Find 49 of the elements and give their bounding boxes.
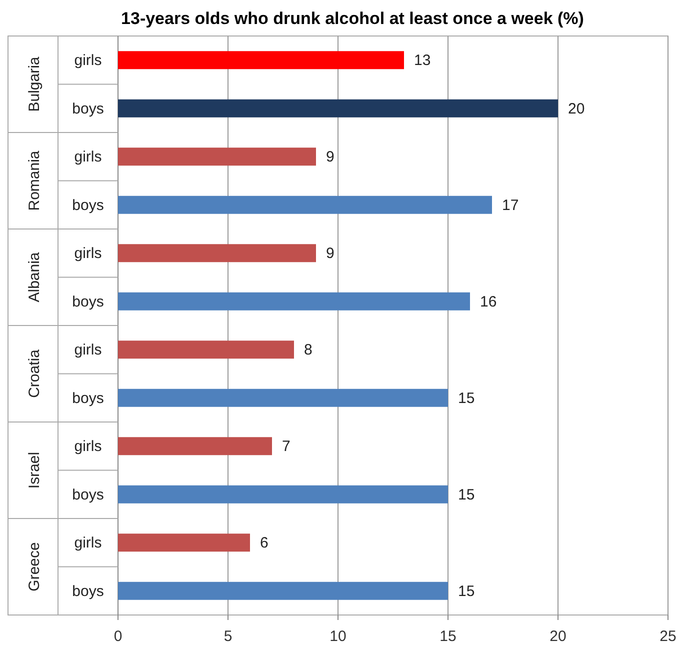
chart-title: 13-years olds who drunk alcohol at least once a week (%) xyxy=(121,9,584,28)
data-label: 15 xyxy=(458,390,475,407)
data-label: 9 xyxy=(326,245,334,262)
text: Croatia xyxy=(26,348,43,398)
bar xyxy=(118,99,558,118)
data-label: 15 xyxy=(458,582,475,600)
y-tick-label: girls xyxy=(74,438,102,456)
y-tick-label: boys xyxy=(72,100,104,118)
bar xyxy=(118,388,448,407)
text: Albania xyxy=(26,252,43,302)
bar xyxy=(118,437,272,456)
data-label: 16 xyxy=(480,293,497,310)
x-tick-label: 20 xyxy=(550,628,566,645)
y-tick-label: girls xyxy=(74,52,102,70)
data-label: 17 xyxy=(502,196,519,214)
x-tick-label: 5 xyxy=(224,628,232,645)
bar xyxy=(118,196,492,214)
data-label: 8 xyxy=(304,342,312,359)
bar xyxy=(118,51,404,70)
y-tick-label: girls xyxy=(74,534,102,552)
data-label: 7 xyxy=(282,438,290,456)
text: Greece xyxy=(26,542,43,592)
x-tick-label: 0 xyxy=(114,628,122,645)
x-tick-label: 15 xyxy=(440,628,456,645)
bar xyxy=(118,582,448,600)
x-tick-label: 25 xyxy=(660,628,676,645)
y-tick-label: girls xyxy=(74,342,102,359)
data-label: 20 xyxy=(568,100,585,118)
y-tick-label: boys xyxy=(72,390,104,407)
text: Bulgaria xyxy=(26,56,43,112)
bar xyxy=(118,244,316,262)
data-label: 15 xyxy=(458,486,475,504)
text: Romania xyxy=(26,150,43,211)
data-label: 13 xyxy=(414,52,431,70)
y-tick-label: boys xyxy=(72,582,104,600)
data-label: 6 xyxy=(260,534,268,552)
bar xyxy=(118,534,250,552)
bar xyxy=(118,340,294,359)
text: Israel xyxy=(26,452,43,489)
x-tick-label: 10 xyxy=(330,628,346,645)
bar xyxy=(118,148,316,166)
y-tick-label: girls xyxy=(74,148,102,166)
y-tick-label: boys xyxy=(72,293,104,310)
y-tick-label: boys xyxy=(72,196,104,214)
y-tick-label: boys xyxy=(72,486,104,504)
bar xyxy=(118,292,470,310)
y-tick-label: girls xyxy=(74,245,102,262)
data-label: 9 xyxy=(326,148,334,166)
bar xyxy=(118,485,448,504)
